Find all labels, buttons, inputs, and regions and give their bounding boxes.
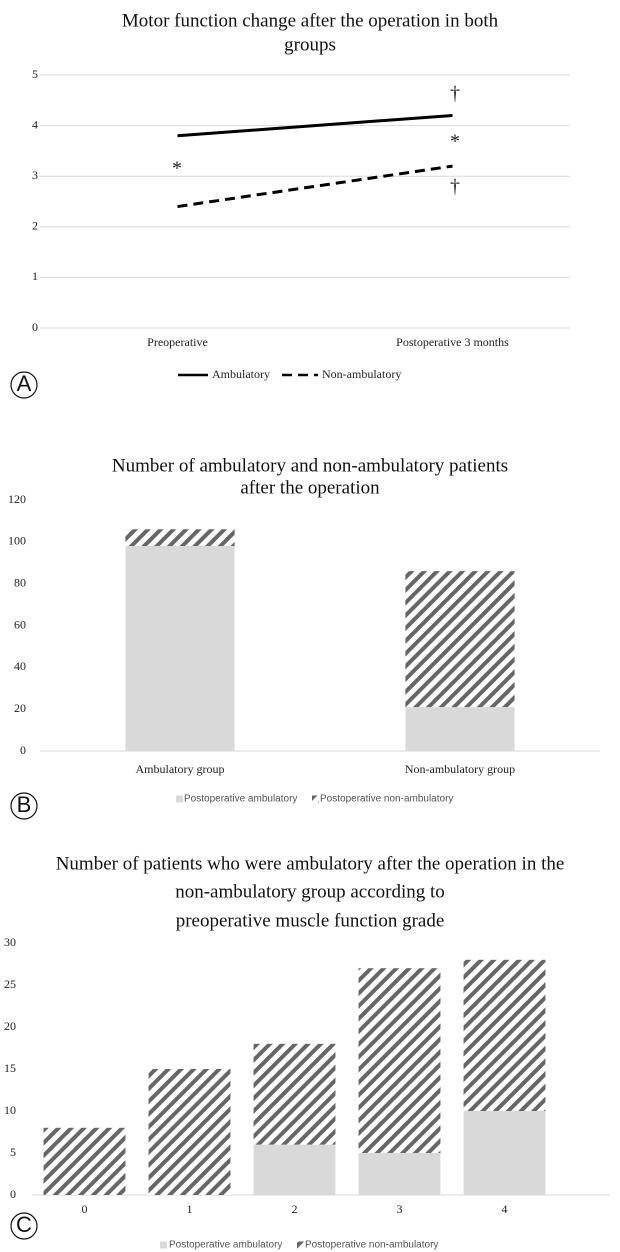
bar-segment bbox=[405, 707, 515, 751]
chart-title: Motor function change after the operatio… bbox=[122, 10, 499, 31]
y-tick-label: 0 bbox=[32, 320, 38, 334]
y-tick-label: 30 bbox=[4, 935, 16, 949]
x-tick-label: Non-ambulatory group bbox=[405, 762, 515, 776]
bar-segment bbox=[253, 1144, 336, 1195]
panel-label: B bbox=[17, 792, 32, 817]
chart-title: Number of patients who were ambulatory a… bbox=[56, 853, 565, 874]
legend-label: Postoperative non-ambulatory bbox=[320, 794, 453, 805]
x-tick-label: Preoperative bbox=[147, 335, 208, 349]
annotation: † bbox=[450, 176, 460, 198]
y-tick-label: 3 bbox=[32, 168, 38, 182]
x-tick-label: 0 bbox=[82, 1202, 88, 1216]
annotation: * bbox=[172, 158, 182, 180]
legend-swatch bbox=[297, 1241, 304, 1249]
legend-swatch bbox=[160, 1241, 167, 1249]
chart-title: non-ambulatory group according to bbox=[175, 881, 445, 902]
x-tick-label: Ambulatory group bbox=[136, 762, 225, 776]
bar-segment bbox=[43, 1127, 126, 1195]
x-tick-label: 1 bbox=[187, 1202, 193, 1216]
y-tick-label: 5 bbox=[32, 67, 38, 81]
annotation: * bbox=[450, 131, 460, 153]
y-tick-label: 0 bbox=[20, 743, 26, 757]
y-tick-label: 60 bbox=[14, 617, 26, 631]
line-series bbox=[177, 164, 453, 209]
y-tick-label: 120 bbox=[8, 492, 26, 506]
y-tick-label: 40 bbox=[14, 659, 26, 673]
line-series bbox=[177, 113, 453, 138]
y-tick-label: 2 bbox=[32, 219, 38, 233]
y-tick-label: 15 bbox=[4, 1061, 16, 1075]
bar-segment bbox=[405, 571, 515, 708]
legend-label: Postoperative non-ambulatory bbox=[305, 1240, 438, 1251]
bar-segment bbox=[253, 1043, 336, 1145]
y-tick-label: 0 bbox=[10, 1187, 16, 1201]
x-tick-label: 4 bbox=[502, 1202, 508, 1216]
y-tick-label: 20 bbox=[14, 701, 26, 715]
x-tick-label: 2 bbox=[292, 1202, 298, 1216]
panel-label-circle bbox=[10, 371, 38, 399]
chart-title: preoperative muscle function grade bbox=[176, 910, 445, 931]
panel-label: C bbox=[16, 1212, 32, 1237]
legend-label: Ambulatory bbox=[212, 367, 270, 381]
legend-label: Postoperative ambulatory bbox=[184, 794, 297, 805]
y-tick-label: 100 bbox=[8, 534, 26, 548]
panel-label-circle bbox=[10, 792, 38, 820]
y-tick-label: 1 bbox=[32, 269, 38, 283]
y-tick-label: 80 bbox=[14, 575, 26, 589]
y-tick-label: 20 bbox=[4, 1019, 16, 1033]
legend-swatch bbox=[176, 795, 183, 803]
legend-label: Postoperative ambulatory bbox=[169, 1240, 282, 1251]
y-tick-label: 5 bbox=[10, 1145, 16, 1159]
panel-label: A bbox=[17, 371, 32, 396]
chart-title: groups bbox=[284, 34, 336, 55]
x-tick-label: 3 bbox=[397, 1202, 403, 1216]
y-tick-label: 10 bbox=[4, 1103, 16, 1117]
legend-label: Non-ambulatory bbox=[322, 367, 401, 381]
y-tick-label: 25 bbox=[4, 977, 16, 991]
bar-segment bbox=[125, 546, 235, 751]
bar-segment bbox=[463, 1111, 546, 1195]
bar-segment bbox=[358, 968, 441, 1153]
y-tick-label: 4 bbox=[32, 117, 38, 131]
bar-segment bbox=[463, 959, 546, 1111]
chart-title: Number of ambulatory and non-ambulatory … bbox=[112, 455, 508, 476]
bar-segment bbox=[148, 1069, 231, 1195]
legend-swatch bbox=[312, 795, 319, 803]
panel-label-circle bbox=[10, 1212, 38, 1240]
annotation: † bbox=[450, 83, 460, 105]
bar-segment bbox=[358, 1153, 441, 1195]
bar-segment bbox=[125, 529, 235, 547]
chart-title: after the operation bbox=[240, 477, 380, 498]
x-tick-label: Postoperative 3 months bbox=[396, 335, 509, 349]
